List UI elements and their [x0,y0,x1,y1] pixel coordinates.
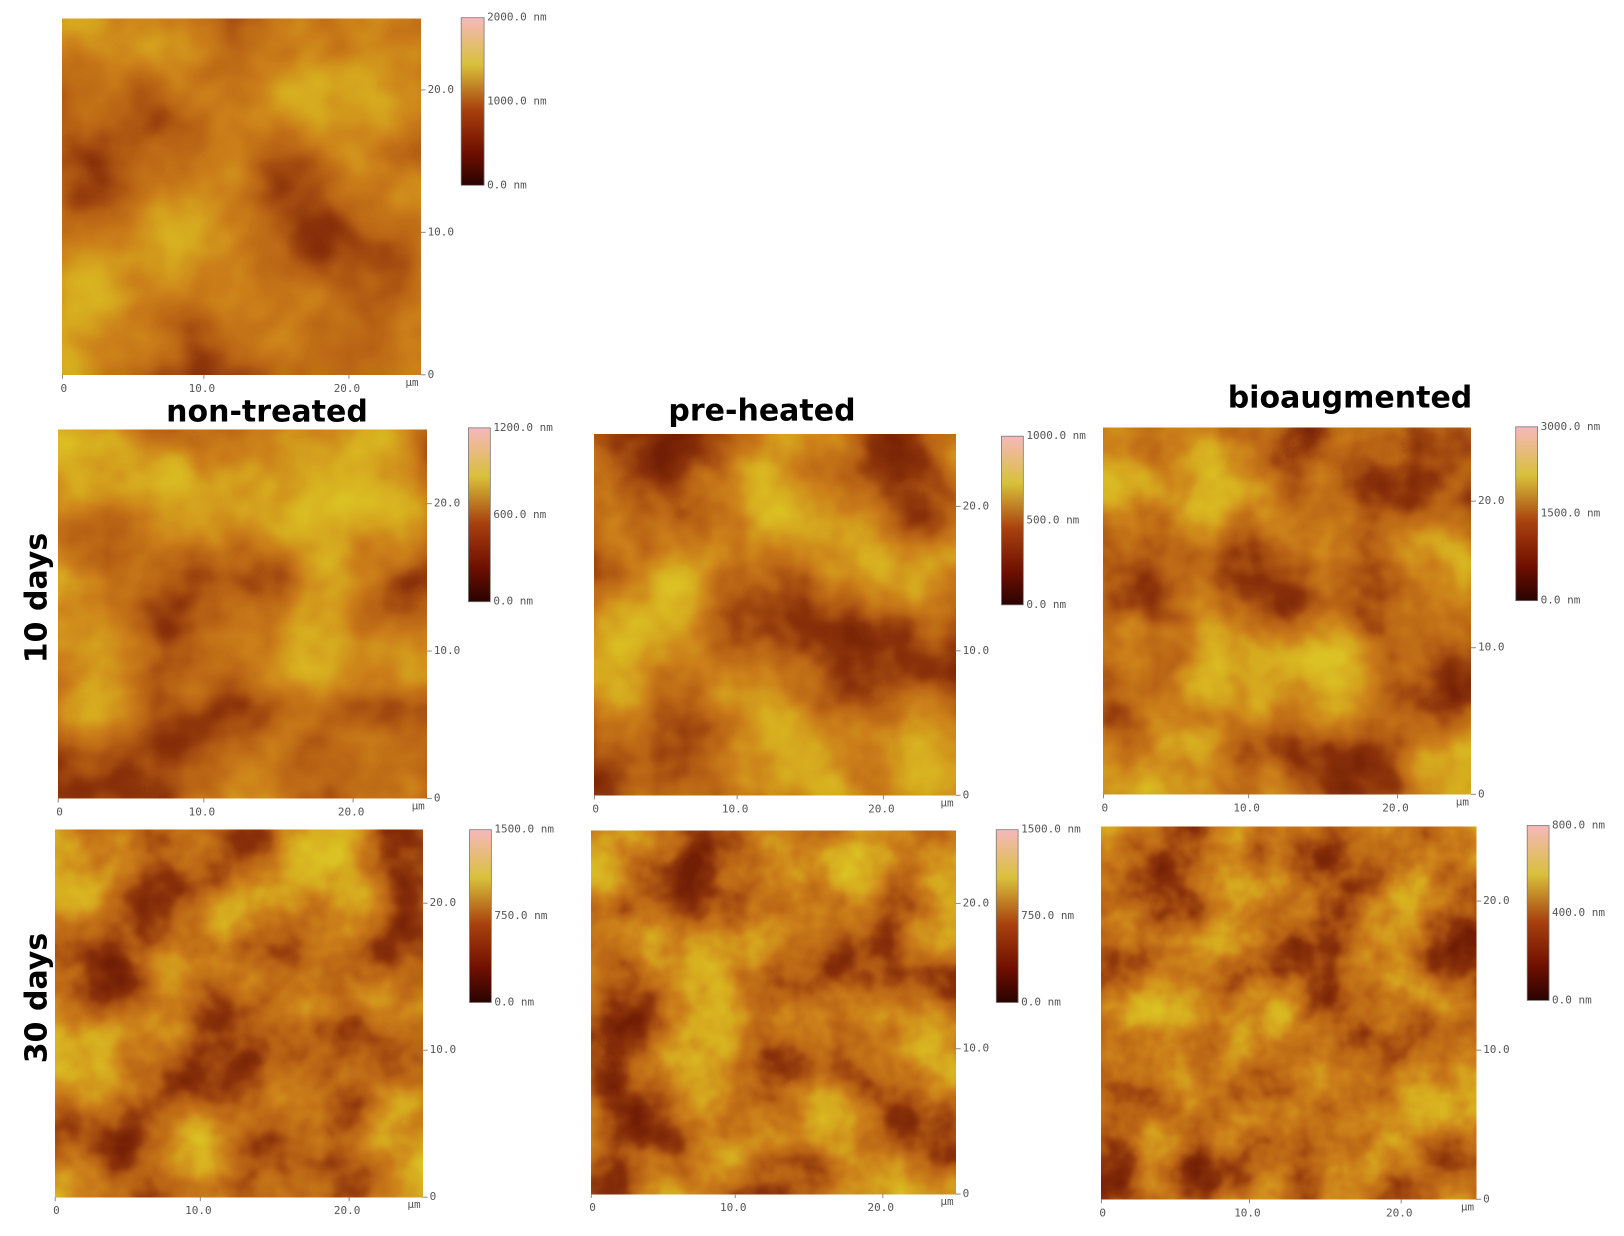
y-tick-label: 0 [1483,1192,1490,1205]
colorbar-label: 500.0 nm [1026,514,1079,527]
y-tick-label: 10.0 [1478,641,1505,654]
colorbar [1001,435,1024,606]
x-tick-label: 20.0 [1386,1206,1413,1219]
colorbar-label: 0.0 nm [494,996,534,1009]
x-unit: µm [940,796,954,809]
y-tick-label: 20.0 [434,497,461,510]
colorbar [468,427,491,603]
colorbar [460,17,485,186]
x-tick-label: 20.0 [1382,801,1409,814]
colorbar-label: 2000.0 nm [487,11,547,24]
colorbar-label: 0.0 nm [1552,993,1592,1006]
colorbar-label: 0.0 nm [1021,996,1061,1009]
colorbar-label: 0.0 nm [493,595,533,608]
afm-image [594,434,956,796]
y-tick-label: 0 [963,1187,970,1200]
x-tick-label: 10.0 [185,1204,212,1217]
y-tick-label: 10.0 [430,1043,457,1056]
colorbar [1526,825,1550,1001]
y-tick-label: 10.0 [428,225,455,238]
x-tick-label: 10.0 [1234,1206,1261,1219]
afm-image [55,829,423,1198]
colorbar-label: 1500.0 nm [1541,507,1601,520]
x-unit: µm [405,376,419,389]
colorbar-label: 1000.0 nm [1026,429,1086,442]
x-tick-label: 10.0 [722,802,749,815]
y-tick-label: 10.0 [963,1042,990,1055]
x-unit: µm [1461,1200,1475,1213]
colorbar-label: 3000.0 nm [1541,420,1601,433]
x-tick-label: 10.0 [189,382,216,395]
x-tick-label: 0 [589,1201,596,1214]
colorbar-label: 600.0 nm [493,508,546,521]
colorbar-label: 1200.0 nm [493,421,553,434]
x-tick-label: 20.0 [338,805,365,818]
x-tick-label: 20.0 [868,802,895,815]
y-tick-label: 20.0 [963,499,990,512]
colorbar [1515,426,1538,602]
column-title: bioaugmented [1228,381,1473,416]
x-unit: µm [407,1198,421,1211]
afm-image [62,18,421,375]
afm-image [58,429,427,799]
colorbar-label: 0.0 nm [487,178,527,191]
y-tick-label: 20.0 [430,896,457,909]
x-tick-label: 20.0 [334,382,361,395]
y-tick-label: 10.0 [434,644,461,657]
x-unit: µm [1456,795,1470,808]
x-tick-label: 10.0 [1233,801,1260,814]
y-tick-label: 20.0 [1478,494,1505,507]
column-title: pre-heated [668,394,855,429]
x-unit: µm [412,799,426,812]
colorbar-label: 750.0 nm [1021,909,1074,922]
x-tick-label: 0 [592,802,599,815]
colorbar [995,829,1019,1003]
x-unit: µm [940,1195,954,1208]
row-label: 30 days [20,933,55,1063]
y-tick-label: 0 [963,788,970,801]
colorbar-label: 400.0 nm [1552,906,1605,919]
colorbar [469,829,492,1003]
y-tick-label: 0 [1478,787,1485,800]
x-tick-label: 0 [1099,1206,1106,1219]
colorbar-label: 0.0 nm [1026,598,1066,611]
x-tick-label: 0 [53,1204,60,1217]
y-tick-label: 10.0 [1483,1043,1510,1056]
x-tick-label: 0 [60,382,67,395]
y-tick-label: 0 [434,791,441,804]
y-tick-label: 0 [428,368,435,381]
y-tick-label: 20.0 [1483,894,1510,907]
row-label: 10 days [20,533,55,663]
y-tick-label: 20.0 [963,896,990,909]
x-tick-label: 10.0 [720,1201,747,1214]
x-tick-label: 20.0 [868,1201,895,1214]
colorbar-label: 1500.0 nm [1021,823,1081,836]
x-tick-label: 10.0 [189,805,216,818]
afm-image [1101,826,1477,1200]
y-tick-label: 20.0 [428,83,455,96]
afm-image [1103,427,1471,795]
x-tick-label: 0 [1101,801,1108,814]
x-tick-label: 0 [56,805,63,818]
colorbar-label: 800.0 nm [1552,819,1605,832]
y-tick-label: 10.0 [963,644,990,657]
colorbar-label: 1000.0 nm [487,95,547,108]
x-tick-label: 20.0 [334,1204,361,1217]
y-tick-label: 0 [430,1190,437,1203]
column-title: non-treated [166,395,368,430]
afm-image [591,830,956,1195]
colorbar-label: 750.0 nm [494,909,547,922]
colorbar-label: 1500.0 nm [494,823,554,836]
colorbar-label: 0.0 nm [1541,594,1581,607]
